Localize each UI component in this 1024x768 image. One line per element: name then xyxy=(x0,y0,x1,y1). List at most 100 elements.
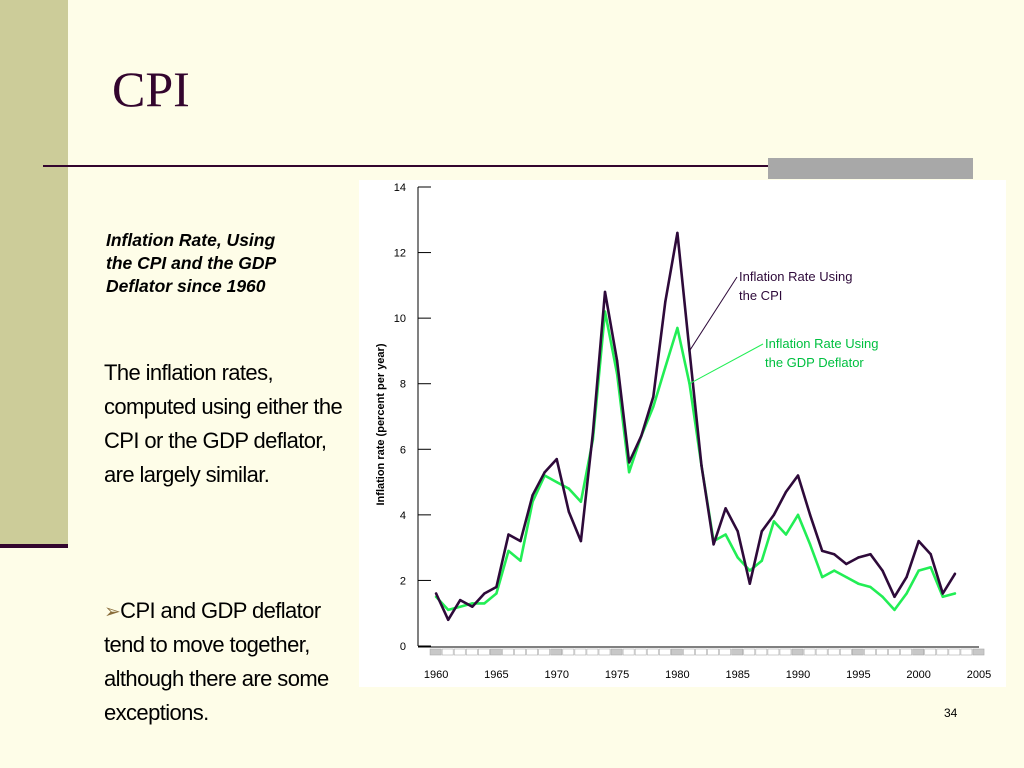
gdp-data-point xyxy=(796,513,800,517)
x-axis-year-band xyxy=(429,648,442,656)
x-axis-year-band xyxy=(755,648,768,656)
cpi-data-point xyxy=(676,231,679,235)
x-axis-year-band xyxy=(719,648,731,656)
gdp-data-point xyxy=(724,533,727,536)
cpi-data-point xyxy=(543,471,546,474)
title-divider xyxy=(43,165,973,167)
y-tick-label: 10 xyxy=(394,313,406,325)
cpi-data-point xyxy=(736,530,739,533)
x-axis-year-band xyxy=(779,648,792,656)
cpi-data-point xyxy=(652,395,655,399)
gdp-data-point xyxy=(760,559,764,562)
gdp-data-point xyxy=(833,569,836,572)
x-tick-label: 1985 xyxy=(725,669,749,681)
x-axis-year-band xyxy=(622,648,635,656)
gdp-data-point xyxy=(495,592,498,595)
inflation-chart: 0 2 4 6 8 10 12 14 1960 1965 1970 1975 1980 1985 1990 1… xyxy=(375,182,991,681)
gdp-data-point xyxy=(820,575,824,579)
gdp-annotation-label: Inflation Rate Using xyxy=(765,336,878,351)
x-tick-label: 1990 xyxy=(786,669,810,681)
cpi-data-point xyxy=(615,359,619,362)
cpi-data-point xyxy=(664,300,667,303)
x-axis-year-band xyxy=(671,648,683,656)
cpi-data-point xyxy=(531,493,534,497)
slide-title: CPI xyxy=(112,61,190,117)
cpi-data-point xyxy=(857,556,860,559)
gdp-data-point xyxy=(748,569,751,572)
x-axis-year-band xyxy=(972,648,985,656)
x-axis-year-band xyxy=(514,648,526,656)
cpi-annotation-label: Inflation Rate Using xyxy=(739,269,852,284)
x-axis-year-band xyxy=(465,648,478,656)
x-axis-year-band xyxy=(900,648,912,656)
cpi-annotation-leader xyxy=(689,276,738,352)
gdp-data-point xyxy=(652,405,655,408)
gdp-data-point xyxy=(471,602,474,605)
cpi-data-point xyxy=(772,513,776,517)
x-axis-year-band xyxy=(827,648,840,656)
x-axis-year-band xyxy=(598,648,611,656)
x-axis-year-band xyxy=(876,648,888,656)
page-number: 34 xyxy=(944,706,958,720)
gdp-data-point xyxy=(446,608,450,612)
gdp-data-point xyxy=(941,595,945,599)
cpi-data-point xyxy=(603,290,607,294)
cpi-data-point xyxy=(639,434,643,438)
cpi-data-point xyxy=(796,474,800,477)
gdp-annotation-leader xyxy=(689,343,764,385)
cpi-data-point xyxy=(929,553,932,556)
cpi-data-point xyxy=(579,539,583,543)
cpi-data-point xyxy=(446,618,450,621)
x-tick-label: 1970 xyxy=(544,669,568,681)
left-band-rule xyxy=(0,544,68,548)
x-axis-year-band xyxy=(960,648,973,656)
gdp-data-point xyxy=(845,575,848,579)
cpi-data-point xyxy=(555,457,558,461)
gdp-data-point xyxy=(676,326,679,330)
cpi-data-point xyxy=(808,513,812,517)
cpi-data-point xyxy=(700,464,703,467)
cpi-data-point xyxy=(820,549,824,553)
x-axis-year-band xyxy=(743,648,756,656)
x-axis-year-band xyxy=(453,648,466,656)
x-axis-year-band xyxy=(888,648,900,656)
x-tick-label: 1980 xyxy=(665,669,689,681)
bullet-item: ➢CPI and GDP deflator tend to move toget… xyxy=(104,594,349,730)
x-tick-label: 2005 xyxy=(967,669,991,681)
cpi-data-point xyxy=(567,510,571,513)
cpi-data-point xyxy=(784,490,788,494)
x-axis-year-band xyxy=(586,648,599,656)
cpi-data-point xyxy=(507,533,510,536)
x-axis-year-band xyxy=(538,648,551,656)
y-tick-label: 12 xyxy=(394,248,406,260)
cpi-data-point xyxy=(845,562,848,566)
x-tick-label: 1995 xyxy=(846,669,870,681)
cpi-data-point xyxy=(724,507,727,510)
x-axis-year-band xyxy=(550,648,563,656)
gdp-annotation-label: the GDP Deflator xyxy=(765,355,864,370)
x-tick-label: 1975 xyxy=(605,669,629,681)
y-tick-label: 6 xyxy=(400,444,406,456)
chart-panel: 0 2 4 6 8 10 12 14 1960 1965 1970 1975 1980 1985 1990 1… xyxy=(359,180,1006,687)
x-tick-label: 2000 xyxy=(906,669,930,681)
gdp-data-point xyxy=(784,533,788,536)
gdp-data-point xyxy=(483,602,486,605)
bullet-arrow-icon: ➢ xyxy=(104,601,121,623)
cpi-data-point xyxy=(760,530,764,533)
x-axis-year-band xyxy=(924,648,937,656)
gdp-data-point xyxy=(917,569,920,572)
x-axis-year-band xyxy=(767,648,780,656)
x-axis-year-band xyxy=(707,648,719,656)
cpi-data-point xyxy=(434,592,438,595)
gdp-data-point xyxy=(567,487,571,490)
cpi-data-point xyxy=(917,539,920,543)
left-decorative-band xyxy=(0,0,68,546)
x-axis-year-band xyxy=(731,648,744,656)
x-axis-year-band xyxy=(852,648,864,656)
x-axis-year-band xyxy=(683,648,695,656)
x-axis-year-band xyxy=(478,648,490,656)
gdp-data-point xyxy=(808,543,812,546)
gdp-data-point xyxy=(507,549,510,553)
cpi-data-point xyxy=(941,592,945,595)
cpi-data-point xyxy=(748,582,751,585)
